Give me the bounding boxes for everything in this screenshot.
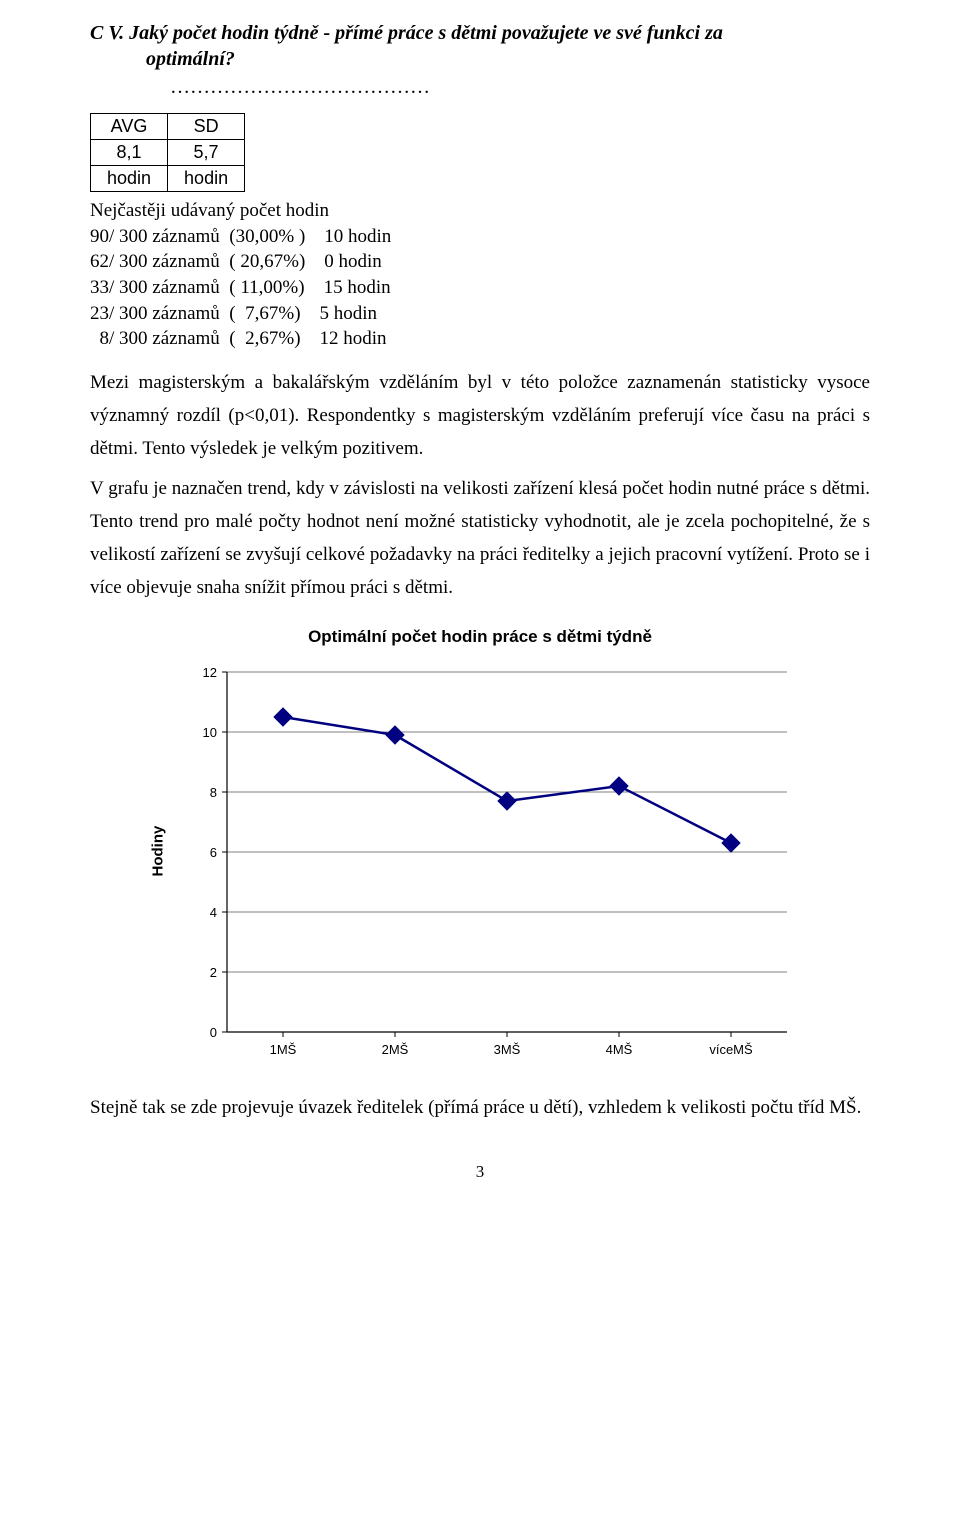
line-chart: 0 2 4 6 8 10 12 1MŠ 2MŠ 3MŠ 4MŠ víceMŠ: [172, 657, 812, 1077]
paragraph-1: Mezi magisterským a bakalářským vzdělání…: [90, 366, 870, 466]
svg-text:10: 10: [203, 725, 217, 740]
td-sd-val: 5,7: [168, 140, 245, 166]
svg-text:4: 4: [210, 905, 217, 920]
heading-line1: C V. Jaký počet hodin týdně - přímé prác…: [90, 22, 723, 44]
chart-container: Hodiny 0 2 4 6 8 10 12 1MŠ 2MŠ 3MŠ 4MŠ víceMŠ: [90, 657, 870, 1077]
list-item: 90/ 300 záznamů (30,00% ) 10 hodin: [90, 224, 870, 250]
svg-text:12: 12: [203, 665, 217, 680]
svg-text:8: 8: [210, 785, 217, 800]
paragraph-2: V grafu je naznačen trend, kdy v závislo…: [90, 472, 870, 605]
svg-text:4MŠ: 4MŠ: [606, 1042, 633, 1057]
svg-text:3MŠ: 3MŠ: [494, 1042, 521, 1057]
svg-text:víceMŠ: víceMŠ: [709, 1042, 753, 1057]
svg-text:2: 2: [210, 965, 217, 980]
heading-line2: optimální?: [90, 46, 870, 72]
page-number: 3: [90, 1162, 870, 1182]
svg-text:0: 0: [210, 1025, 217, 1040]
list-item: 8/ 300 záznamů ( 2,67%) 12 hodin: [90, 326, 870, 352]
list-item: 33/ 300 záznamů ( 11,00%) 15 hodin: [90, 275, 870, 301]
td-avg-val: 8,1: [91, 140, 168, 166]
chart-title: Optimální počet hodin práce s dětmi týdn…: [90, 627, 870, 647]
svg-text:6: 6: [210, 845, 217, 860]
list-item: 23/ 300 záznamů ( 7,67%) 5 hodin: [90, 301, 870, 327]
td-avg-unit: hodin: [91, 166, 168, 192]
dotted-line: …………………………………: [90, 76, 870, 99]
th-avg: AVG: [91, 114, 168, 140]
td-sd-unit: hodin: [168, 166, 245, 192]
footer-paragraph: Stejně tak se zde projevuje úvazek ředit…: [90, 1095, 870, 1121]
question-heading: C V. Jaký počet hodin týdně - přímé prác…: [90, 20, 870, 72]
frequency-list: Nejčastěji udávaný počet hodin 90/ 300 z…: [90, 198, 870, 352]
svg-text:2MŠ: 2MŠ: [382, 1042, 409, 1057]
svg-text:1MŠ: 1MŠ: [270, 1042, 297, 1057]
th-sd: SD: [168, 114, 245, 140]
list-item: 62/ 300 záznamů ( 20,67%) 0 hodin: [90, 249, 870, 275]
chart-ylabel: Hodiny: [150, 857, 167, 877]
list-title: Nejčastěji udávaný počet hodin: [90, 198, 870, 224]
avg-sd-table: AVG SD 8,1 5,7 hodin hodin: [90, 113, 245, 192]
